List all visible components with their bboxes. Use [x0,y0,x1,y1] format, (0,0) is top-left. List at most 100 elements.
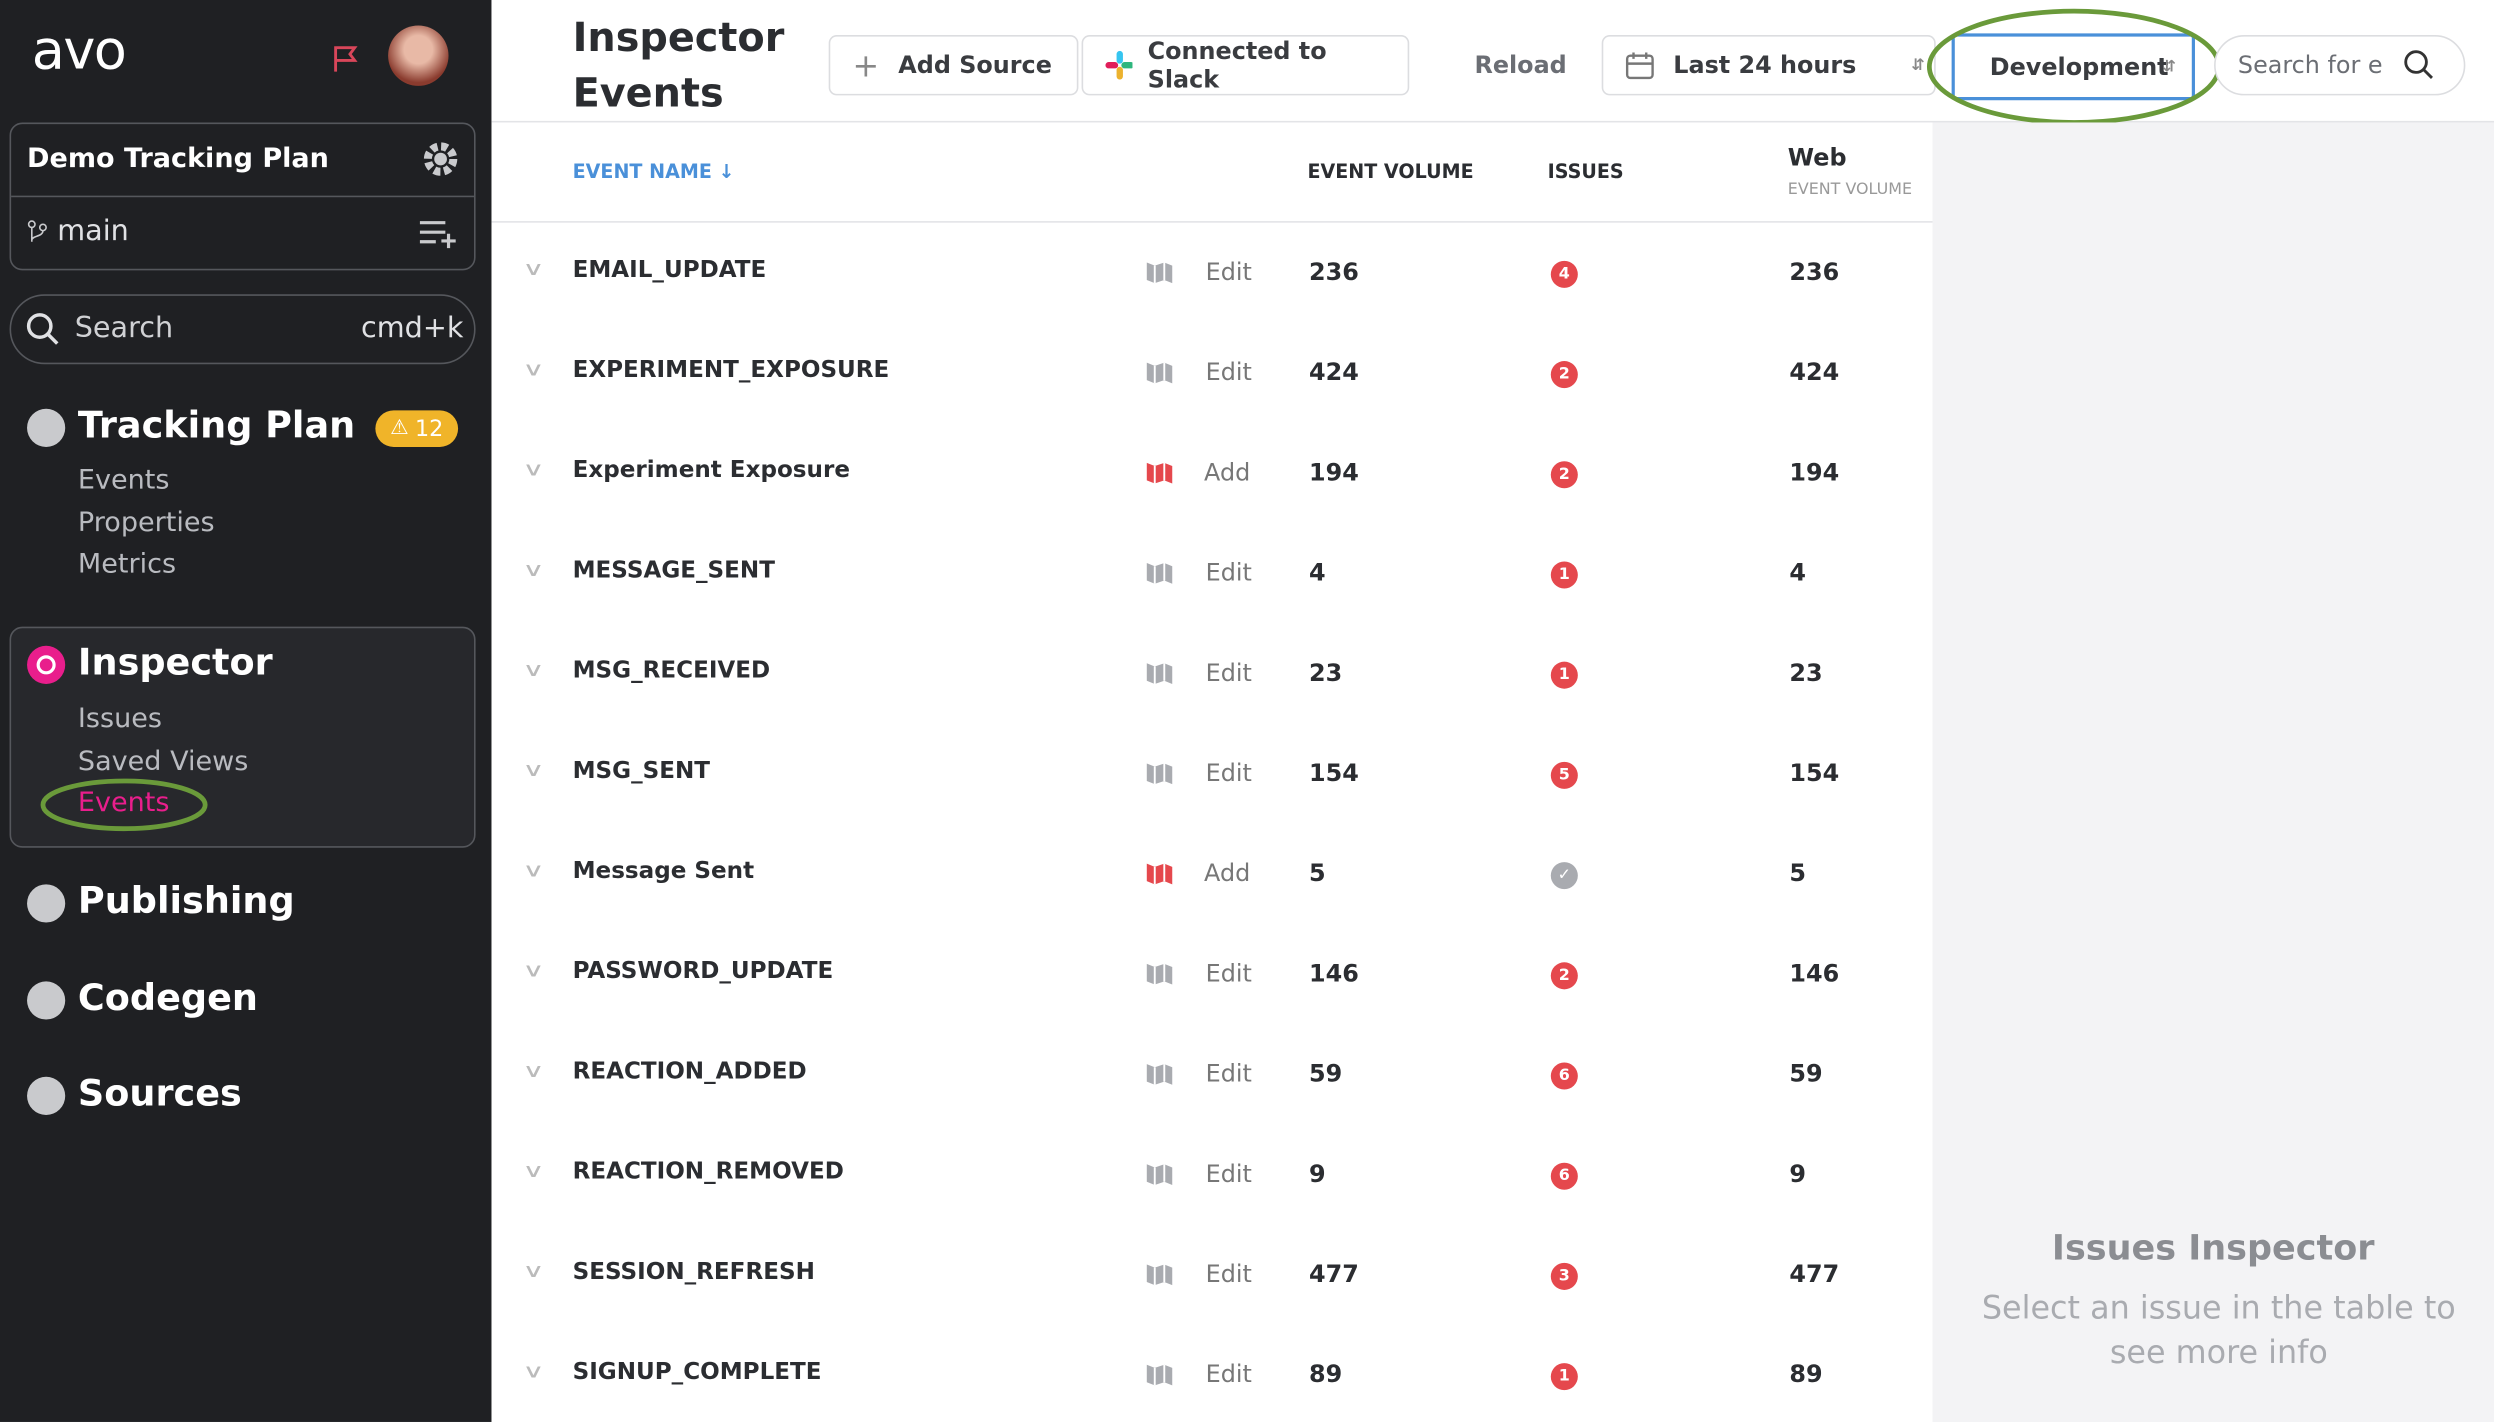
nav-section[interactable]: Codegen [77,977,258,1019]
settings-icon[interactable] [420,138,461,179]
event-name[interactable]: EMAIL_UPDATE [572,257,767,284]
row-action[interactable]: Add [1204,858,1251,888]
event-name[interactable]: REACTION_REMOVED [572,1159,844,1185]
issue-count[interactable]: 2 [1550,461,1578,489]
nav-inspector[interactable]: Inspector [77,642,273,684]
expand-chevron[interactable]: ∨ [522,959,545,982]
column-header[interactable]: EVENT NAME ↓ [572,160,735,183]
environment-select[interactable]: Development ⇵ [1951,33,2195,101]
row-action[interactable]: Edit [1205,1359,1252,1389]
tracking-plan-icon [1145,1061,1174,1093]
event-name[interactable]: SIGNUP_COMPLETE [572,1359,822,1386]
logo[interactable]: avo [31,19,127,83]
tracking-plan-icon [1145,460,1174,492]
search-box[interactable] [9,294,476,365]
row-action[interactable]: Edit [1205,959,1252,988]
nav-section[interactable]: Publishing [77,881,295,923]
event-volume: 477 [1309,1259,1359,1289]
web-volume: 194 [1789,458,1840,487]
expand-chevron[interactable]: ∨ [522,357,545,381]
issue-count[interactable]: 4 [1550,260,1578,288]
tracking-plan-icon [1145,259,1174,291]
tracking-plan-icon [1145,1261,1174,1293]
row-action[interactable]: Edit [1205,1159,1252,1189]
issue-count[interactable]: 3 [1550,1262,1578,1290]
row-action[interactable]: Edit [1205,758,1252,788]
nav-tracking-plan[interactable]: Tracking Plan [77,405,356,447]
event-name[interactable]: EXPERIMENT_EXPOSURE [572,357,890,384]
event-name[interactable]: MSG_RECEIVED [572,658,771,684]
expand-chevron[interactable]: ∨ [522,558,545,581]
tracking-plan-icon [1145,660,1174,692]
issue-count[interactable]: 1 [1550,561,1578,589]
issue-count[interactable]: 1 [1550,1363,1578,1391]
expand-chevron[interactable]: ∨ [522,1359,545,1383]
event-search[interactable]: Search for e [2214,34,2466,96]
add-source-button[interactable]: + Add Source [828,34,1079,96]
event-name[interactable]: MESSAGE_SENT [572,558,775,584]
row-action[interactable]: Edit [1205,1059,1252,1088]
expand-chevron[interactable]: ∨ [522,758,545,781]
nav-item[interactable]: Properties [77,506,215,539]
event-name[interactable]: MSG_SENT [572,758,711,785]
expand-chevron[interactable]: ∨ [522,1059,545,1082]
row-action[interactable]: Edit [1205,257,1252,287]
expand-chevron[interactable]: ∨ [522,1159,545,1182]
nav-section[interactable]: Sources [77,1073,242,1115]
expand-chevron[interactable]: ∨ [522,458,545,481]
warning-badge[interactable]: ⚠ 12 [375,410,459,447]
event-name[interactable]: SESSION_REFRESH [572,1259,815,1286]
column-header[interactable]: EVENT VOLUME [1307,160,1474,183]
tracking-plan-icon [27,408,66,447]
expand-chevron[interactable]: ∨ [522,858,545,882]
search-shortcut: cmd+k [361,311,464,346]
nav-item[interactable]: Issues [77,703,162,735]
expand-chevron[interactable]: ∨ [522,257,545,280]
workspace-name[interactable]: Demo Tracking Plan [27,143,329,175]
expand-chevron[interactable]: ∨ [522,658,545,681]
calendar-icon [1625,52,1654,80]
issue-count[interactable]: 5 [1550,761,1578,789]
issue-count[interactable]: 1 [1550,661,1578,689]
row-action[interactable]: Edit [1205,357,1252,387]
row-action[interactable]: Edit [1205,1259,1252,1289]
tracking-plan-icon [1145,1362,1174,1394]
event-volume: 236 [1309,257,1359,287]
tracking-plan-icon [1145,961,1174,993]
row-action[interactable]: Add [1204,458,1251,487]
flag-icon[interactable] [331,45,363,74]
web-volume: 89 [1789,1359,1823,1389]
nav-item[interactable]: Events [77,787,170,820]
nav-item[interactable]: Saved Views [77,745,249,777]
column-header[interactable]: ISSUES [1547,160,1624,183]
row-action[interactable]: Edit [1205,558,1252,587]
inspector-icon-ring [36,655,56,675]
page-title: Inspector Events [572,14,785,117]
column-header[interactable]: Web [1787,143,1847,172]
badge-count: 12 [414,415,444,442]
issue-count[interactable]: 6 [1550,1162,1578,1190]
expand-chevron[interactable]: ∨ [522,1259,545,1282]
event-name[interactable]: Message Sent [572,858,755,885]
event-name[interactable]: Experiment Exposure [572,458,850,484]
issue-count[interactable]: 2 [1550,361,1578,389]
nav-item[interactable]: Metrics [77,548,177,581]
event-volume: 154 [1309,758,1359,788]
section-icon [27,884,66,923]
row-action[interactable]: Edit [1205,658,1252,688]
slack-button[interactable]: Connected to Slack [1081,34,1410,96]
branch-name[interactable]: main [57,214,129,249]
avatar[interactable] [388,25,449,86]
add-branch-icon[interactable] [418,218,459,250]
issue-count[interactable]: 2 [1550,962,1578,990]
select-label: Last 24 hours [1673,50,1857,80]
event-name[interactable]: PASSWORD_UPDATE [572,959,834,985]
nav-item[interactable]: Events [77,464,170,497]
event-name[interactable]: REACTION_ADDED [572,1059,807,1085]
inspector-box [9,626,476,848]
issue-count[interactable]: 6 [1550,1062,1578,1090]
time-range-select[interactable]: Last 24 hours ⇵ [1601,34,1936,96]
reload-button[interactable]: Reload [1474,50,1567,80]
column-subheader: EVENT VOLUME [1787,181,1913,199]
